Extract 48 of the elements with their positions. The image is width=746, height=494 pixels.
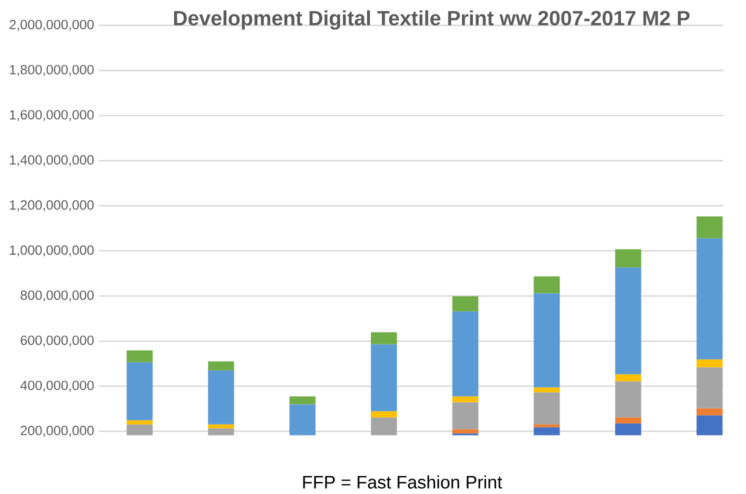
bar: [208, 370, 234, 424]
bar: [126, 362, 153, 420]
bar: [615, 267, 642, 374]
bar: [534, 392, 560, 424]
y-tick-label: 1,400,000,000: [10, 155, 94, 166]
bar: [696, 408, 723, 416]
bar: [370, 411, 397, 418]
bar: [126, 420, 153, 424]
bar: [534, 427, 560, 436]
bar: [370, 344, 397, 412]
bar: [534, 276, 560, 294]
bar: [615, 249, 642, 268]
bar: [615, 423, 642, 436]
y-tick-label: 200,000,000: [20, 426, 94, 437]
bar: [615, 374, 642, 382]
bar: [696, 238, 723, 360]
bar: [126, 350, 153, 362]
y-tick-label: 1,800,000,000: [10, 64, 94, 76]
bar: [452, 402, 478, 430]
bar: [126, 424, 153, 436]
bar: [696, 359, 723, 368]
bar: [696, 367, 723, 408]
bar: [534, 387, 560, 392]
y-tick-label: 2,000,000,000: [10, 20, 94, 31]
bar: [208, 361, 234, 370]
bar: [208, 428, 234, 436]
bar: [615, 417, 642, 424]
bar: [289, 396, 316, 404]
bar: [696, 415, 723, 436]
y-tick-label: 1,000,000,000: [10, 245, 94, 256]
text: FFP = Fast Fashion Print: [303, 475, 502, 489]
bar: [370, 417, 397, 436]
y-tick-label: 400,000,000: [20, 380, 94, 392]
bar: [534, 293, 560, 388]
chart-title: Development Digital Textile Print ww 2007-2017 M2 P: [174, 10, 690, 30]
bar: [452, 429, 478, 434]
y-tick-label: 600,000,000: [20, 336, 94, 347]
y-tick-label: 800,000,000: [20, 290, 94, 302]
bar: [208, 424, 234, 428]
bar: [289, 404, 316, 436]
bar: [452, 296, 478, 312]
bar: [696, 216, 723, 238]
y-tick-label: 1,200,000,000: [10, 200, 94, 212]
bar: [370, 332, 397, 344]
bar: [452, 396, 478, 402]
bar: [452, 311, 478, 396]
bar: [615, 381, 642, 418]
y-tick-label: 1,600,000,000: [10, 110, 94, 122]
